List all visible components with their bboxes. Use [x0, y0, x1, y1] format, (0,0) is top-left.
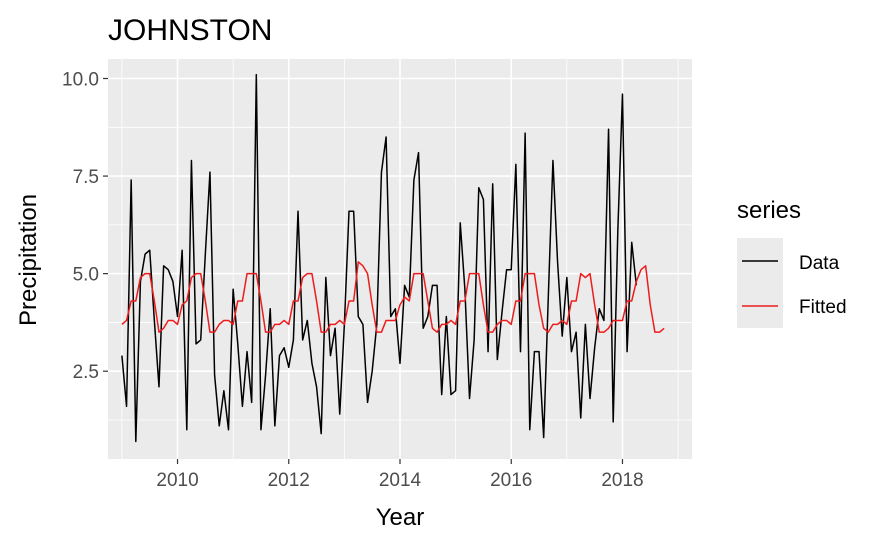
x-tick-label: 2016	[490, 470, 532, 491]
y-axis-title: Precipitation	[15, 194, 42, 326]
series-line-data	[121, 73, 638, 443]
legend-label-fitted: Fitted	[799, 297, 847, 318]
x-axis-title: Year	[376, 504, 425, 531]
series-line-fitted	[121, 261, 665, 333]
x-axis: 2010 2012 2014 2016 2018	[156, 459, 644, 491]
series-layer	[121, 73, 665, 443]
grid	[108, 59, 692, 459]
y-tick-label: 2.5	[73, 362, 99, 383]
x-tick-label: 2018	[601, 470, 643, 491]
y-tick-label: 10.0	[62, 70, 99, 91]
y-tick-label: 5.0	[73, 265, 99, 286]
legend-label-data: Data	[799, 253, 840, 274]
y-tick-label: 7.5	[73, 167, 99, 188]
chart-title: JOHNSTON	[108, 14, 272, 47]
x-tick-label: 2012	[268, 470, 310, 491]
x-tick-label: 2014	[379, 470, 422, 491]
x-tick-label: 2010	[156, 470, 198, 491]
legend-title: series	[737, 197, 801, 224]
legend: series Data Fitted	[737, 197, 847, 328]
y-axis: 2.5 5.0 7.5 10.0	[62, 70, 108, 383]
